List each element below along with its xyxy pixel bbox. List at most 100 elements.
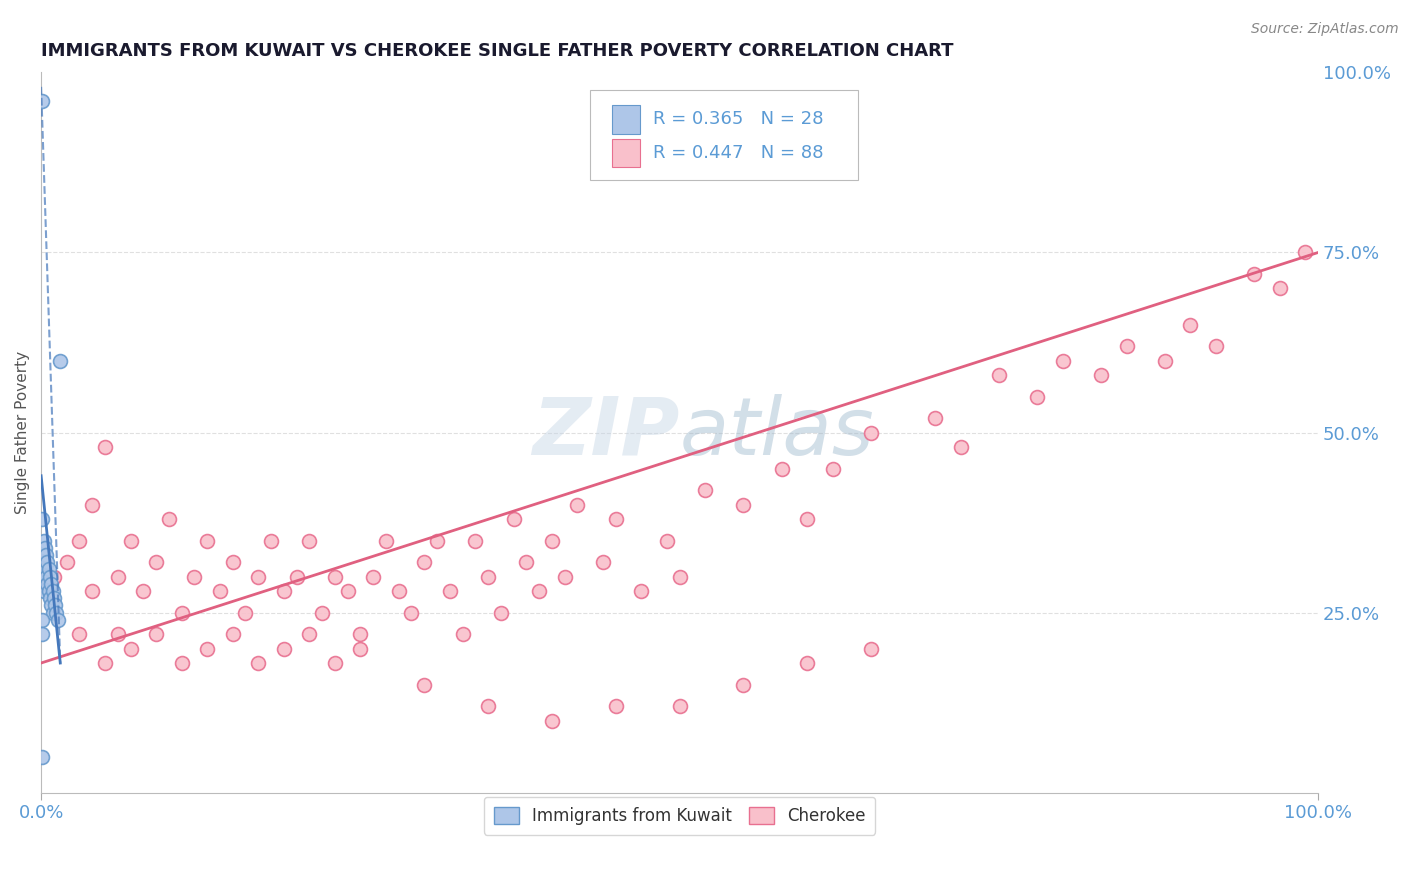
Point [733, 498, 755, 512]
Point [1154, 353, 1177, 368]
Point [37, 576, 59, 591]
Point [132, 584, 155, 599]
Point [374, 533, 396, 548]
Point [477, 569, 499, 583]
Point [31, 613, 53, 627]
Legend: Immigrants from Kuwait, Cherokee: Immigrants from Kuwait, Cherokee [484, 797, 876, 835]
Text: Source: ZipAtlas.com: Source: ZipAtlas.com [1251, 22, 1399, 37]
Point [426, 533, 449, 548]
Point [1205, 339, 1227, 353]
Point [592, 555, 614, 569]
Point [170, 606, 193, 620]
Point [82, 498, 104, 512]
Point [31, 749, 53, 764]
Point [44, 599, 66, 613]
Text: R = 0.447   N = 88: R = 0.447 N = 88 [652, 145, 824, 162]
Point [630, 584, 652, 599]
Point [860, 641, 883, 656]
Point [38, 562, 60, 576]
Point [987, 368, 1010, 382]
Point [323, 569, 346, 583]
Point [195, 641, 218, 656]
Point [527, 584, 550, 599]
Point [1052, 353, 1074, 368]
Point [42, 569, 65, 583]
Point [413, 678, 436, 692]
Point [32, 584, 55, 599]
Point [605, 512, 627, 526]
Point [235, 606, 257, 620]
Point [361, 569, 384, 583]
Point [1026, 390, 1049, 404]
Point [949, 440, 972, 454]
Point [221, 555, 243, 569]
Point [82, 584, 104, 599]
Point [42, 591, 65, 606]
Point [94, 440, 117, 454]
Point [55, 555, 77, 569]
Point [94, 656, 117, 670]
Point [37, 555, 59, 569]
Point [567, 498, 589, 512]
Point [107, 627, 129, 641]
Point [388, 584, 411, 599]
Point [298, 533, 321, 548]
Point [821, 461, 844, 475]
Point [260, 533, 283, 548]
Point [208, 584, 231, 599]
Point [554, 569, 576, 583]
Point [477, 699, 499, 714]
Point [183, 569, 205, 583]
Point [31, 627, 53, 641]
Point [46, 613, 69, 627]
Point [41, 599, 63, 613]
Point [515, 555, 537, 569]
Point [1180, 318, 1202, 332]
Point [247, 656, 270, 670]
Point [695, 483, 717, 498]
Y-axis label: Single Father Poverty: Single Father Poverty [15, 351, 30, 514]
Point [221, 627, 243, 641]
Point [170, 656, 193, 670]
Point [502, 512, 524, 526]
Point [464, 533, 486, 548]
Point [273, 641, 295, 656]
Point [45, 606, 67, 620]
Point [34, 562, 56, 576]
Point [273, 584, 295, 599]
Text: R = 0.365   N = 28: R = 0.365 N = 28 [652, 111, 824, 128]
Point [605, 699, 627, 714]
Point [336, 584, 359, 599]
Point [32, 555, 55, 569]
Point [770, 461, 793, 475]
Point [796, 512, 818, 526]
Bar [612, 138, 640, 168]
Point [349, 627, 371, 641]
Point [924, 411, 946, 425]
Point [489, 606, 512, 620]
Point [541, 714, 564, 728]
Point [157, 512, 180, 526]
Point [31, 94, 53, 108]
Point [349, 641, 371, 656]
Text: atlas: atlas [679, 393, 875, 472]
Text: IMMIGRANTS FROM KUWAIT VS CHEROKEE SINGLE FATHER POVERTY CORRELATION CHART: IMMIGRANTS FROM KUWAIT VS CHEROKEE SINGL… [41, 42, 953, 60]
Point [32, 533, 55, 548]
Point [298, 627, 321, 641]
Point [39, 569, 62, 583]
Text: ZIP: ZIP [533, 393, 679, 472]
Point [195, 533, 218, 548]
Point [35, 569, 58, 583]
Point [413, 555, 436, 569]
Point [38, 584, 60, 599]
Point [120, 641, 142, 656]
Point [311, 606, 333, 620]
Point [451, 627, 474, 641]
Point [860, 425, 883, 440]
Point [323, 656, 346, 670]
Point [401, 606, 423, 620]
Point [41, 584, 63, 599]
Point [145, 555, 167, 569]
Point [796, 656, 818, 670]
Point [247, 569, 270, 583]
